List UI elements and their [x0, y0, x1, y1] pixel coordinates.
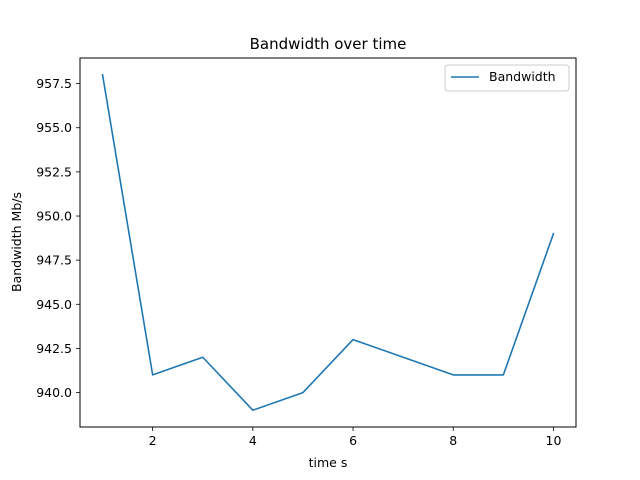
plot-frame	[79, 57, 577, 428]
y-tick-label: 957.5	[36, 76, 72, 91]
y-tick-label: 952.5	[36, 164, 72, 179]
y-axis-title: Bandwidth Mb/s	[9, 192, 24, 292]
series-layer	[101, 73, 555, 412]
chart-title: Bandwidth over time	[250, 35, 407, 53]
y-tick-label: 947.5	[36, 253, 72, 268]
plot-area	[79, 57, 577, 428]
legend-label-bandwidth: Bandwidth	[489, 69, 556, 84]
y-tick-label: 950.0	[36, 209, 72, 224]
x-tick-label: 6	[349, 433, 357, 448]
legend-box	[444, 64, 570, 92]
legend: Bandwidth	[444, 64, 570, 92]
x-tick-label: 8	[449, 433, 457, 448]
y-axis: 940.0 942.5 945.0 947.5 950.0 952.5 955.0 957.5	[36, 76, 80, 400]
x-axis-title: time s	[309, 455, 348, 470]
x-tick-label: 10	[546, 433, 562, 448]
x-tick-label: 2	[149, 433, 157, 448]
y-tick-label: 942.5	[36, 341, 72, 356]
y-tick-label: 940.0	[36, 385, 72, 400]
x-tick-label: 4	[249, 433, 257, 448]
x-axis: 2 4 6 8 10	[149, 427, 562, 448]
series-line-bandwidth	[101, 73, 555, 412]
y-tick-label: 945.0	[36, 297, 72, 312]
y-tick-label: 955.0	[36, 120, 72, 135]
